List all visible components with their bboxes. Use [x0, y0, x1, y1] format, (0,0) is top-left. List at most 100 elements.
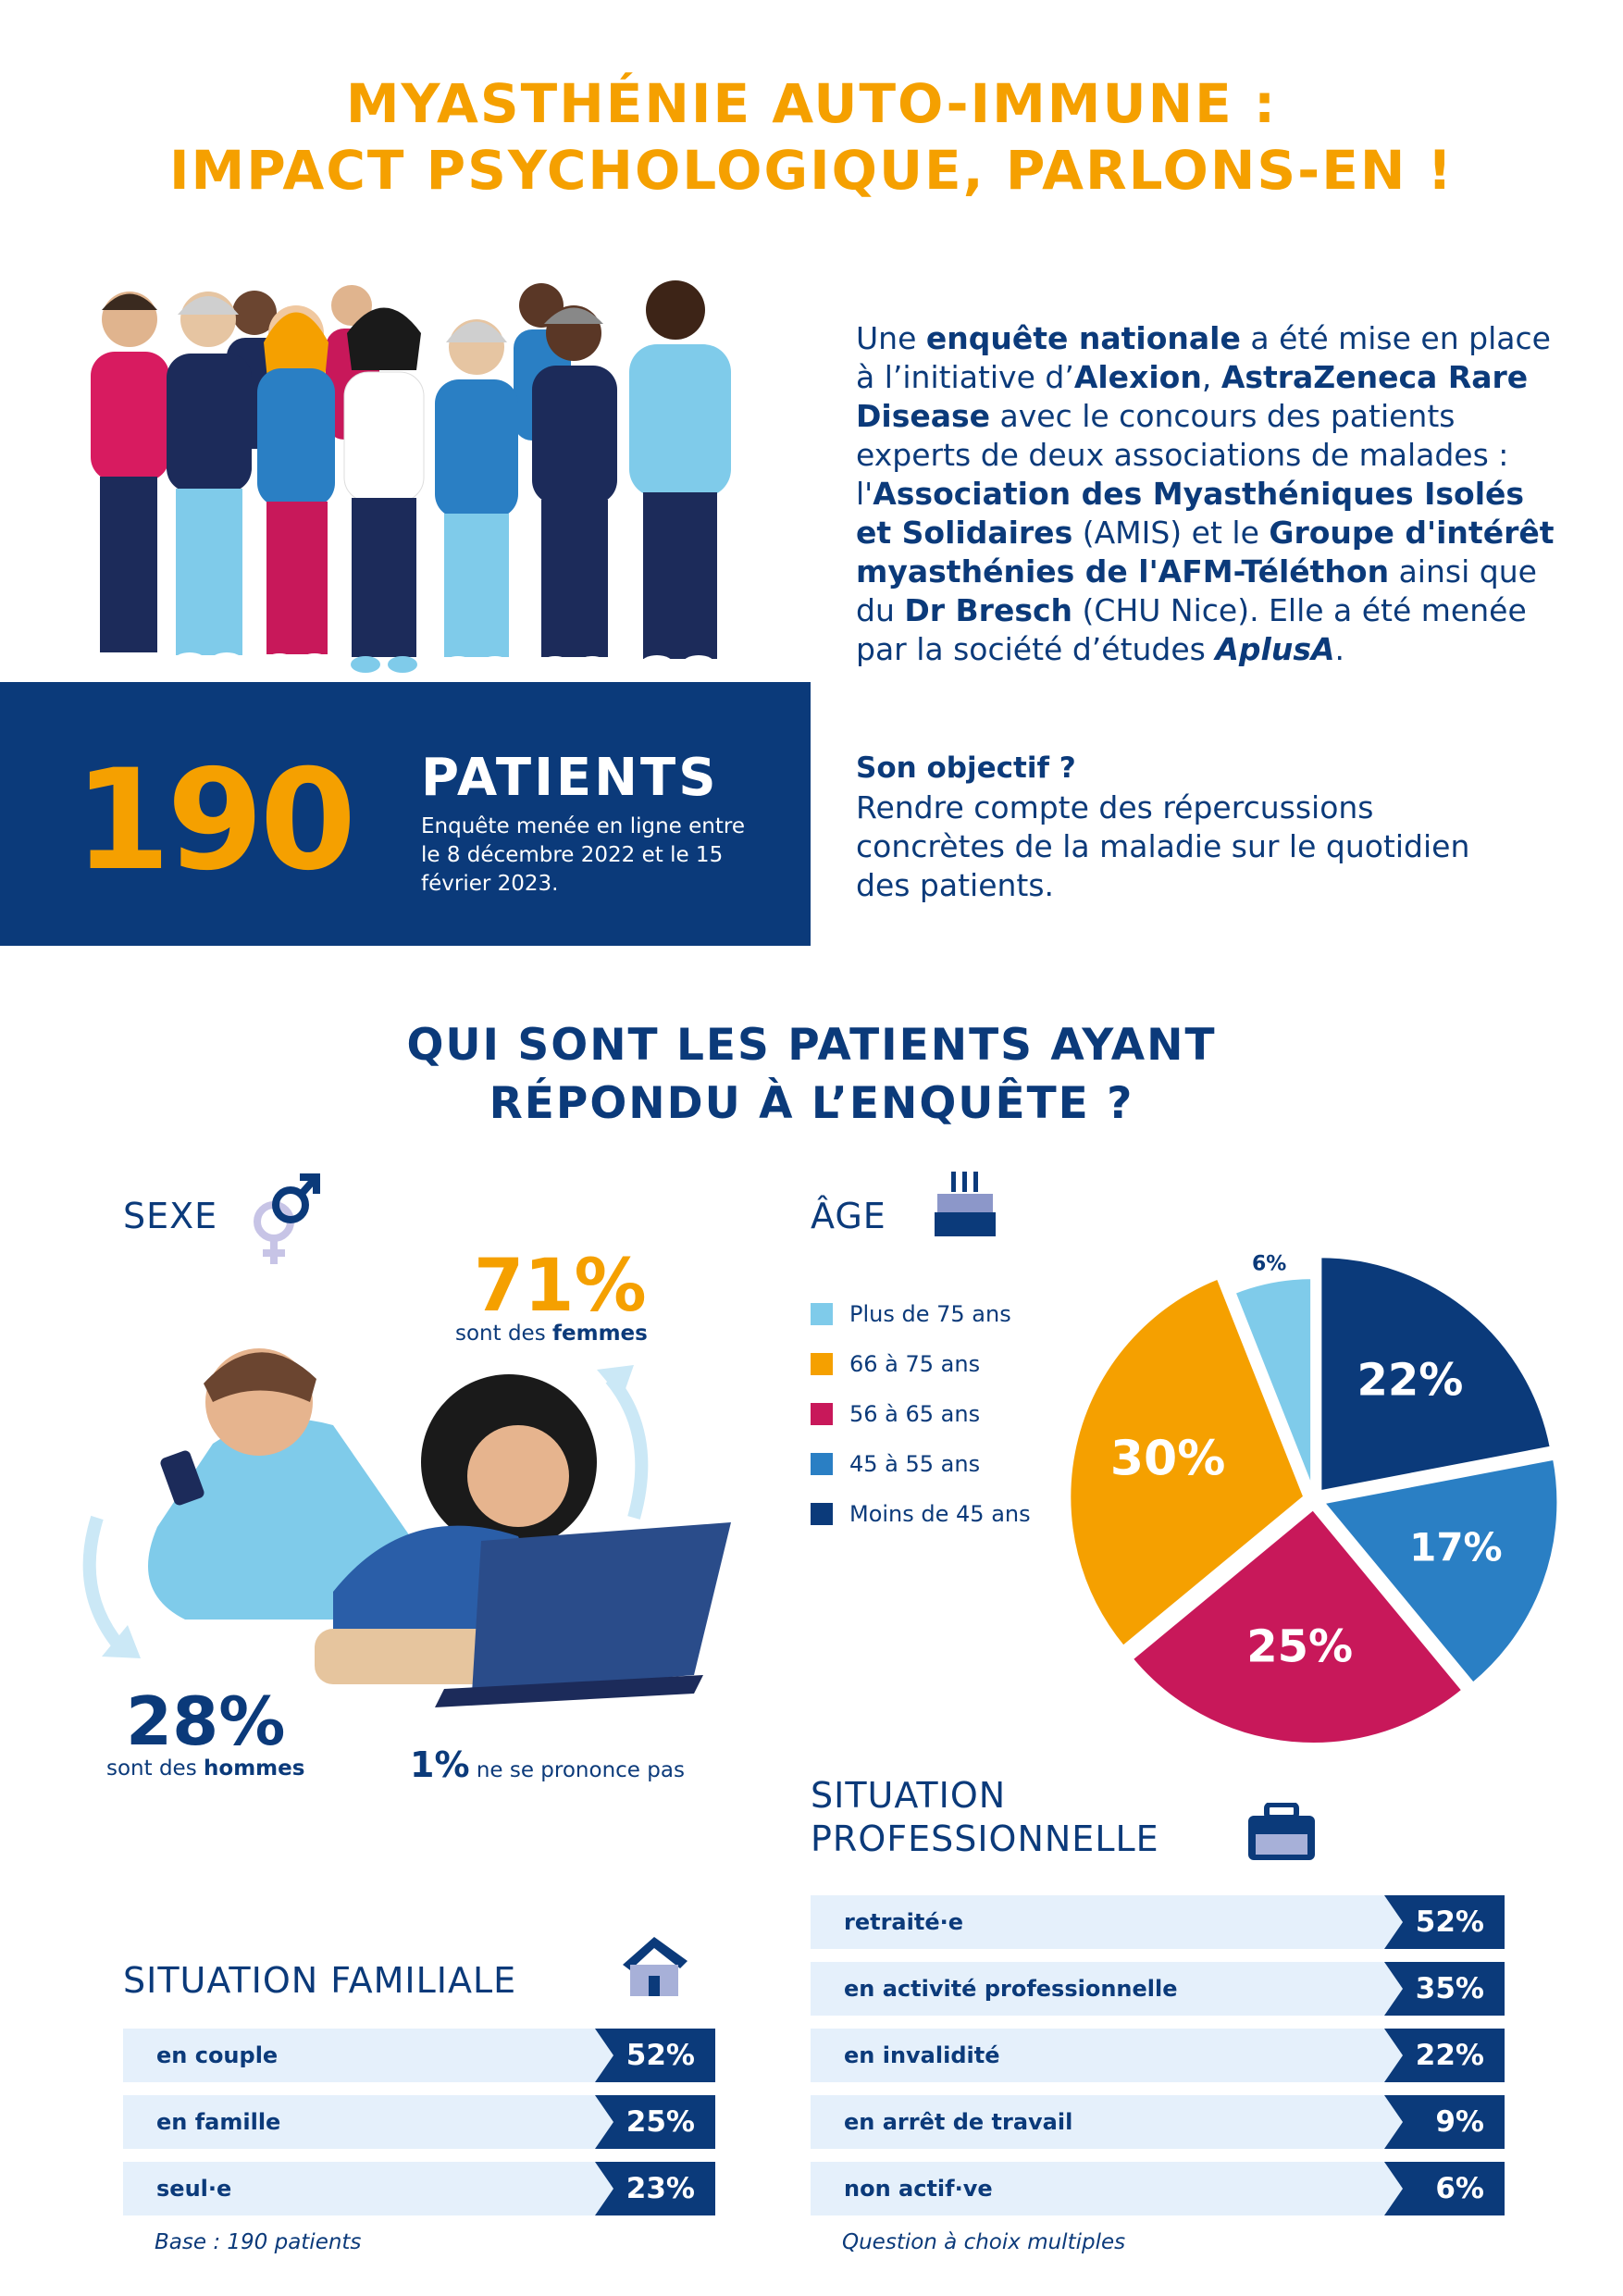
- pie-slice: [1231, 1275, 1315, 1491]
- couple-laptop-illustration: [82, 1348, 731, 1707]
- person-1: [91, 292, 169, 671]
- intro-segment: Association des Myasthéniques Isolés et …: [856, 476, 1525, 551]
- patients-count: 190: [74, 740, 356, 901]
- pie-label: 6%: [1252, 1253, 1286, 1276]
- main-title-line1: MYASTHÉNIE AUTO-IMMUNE :: [345, 72, 1278, 135]
- intro-segment: Alexion: [1073, 359, 1202, 395]
- legend-swatch: [811, 1353, 833, 1375]
- intro-segment: (CHU Nice). Elle a été menée par la soci…: [856, 592, 1527, 667]
- table-row: retraité·e 52%: [811, 1895, 1505, 1949]
- legend-swatch: [811, 1303, 833, 1325]
- patients-label: PATIENTS: [421, 748, 719, 808]
- intro-segment: avec le concours des patients experts de…: [856, 398, 1509, 512]
- legend-label: 56 à 65 ans: [849, 1401, 981, 1427]
- age-title: ÂGE: [811, 1196, 886, 1236]
- patients-banner: [0, 682, 811, 946]
- intro-paragraph: Une enquête nationale a été mise en plac…: [856, 319, 1559, 669]
- person-7: [629, 280, 731, 674]
- legend-swatch: [811, 1453, 833, 1475]
- birthday-cake-icon: [935, 1172, 996, 1236]
- section-title-line2: RÉPONDU À L’ENQUÊTE ?: [489, 1078, 1134, 1129]
- age-pie-chart: 22% 17% 25% 30% 6%: [1067, 1253, 1561, 1746]
- table-row: en arrêt de travail 9%: [811, 2095, 1505, 2149]
- table-row: en famille 25%: [123, 2095, 715, 2149]
- intro-segment: Groupe d'intérêt myasthénies de l'AFM-Té…: [856, 515, 1555, 590]
- person-3: [257, 305, 335, 670]
- pie-label: 30%: [1110, 1431, 1225, 1486]
- pie-slice: [1128, 1506, 1467, 1746]
- pie-slice: [1319, 1456, 1561, 1687]
- row-label: en couple: [123, 2029, 613, 2082]
- row-value: 52%: [595, 2029, 715, 2082]
- famille-title: SITUATION FAMILIALE: [123, 1960, 517, 2001]
- intro-segment: a été mise en place à l’initiative d’: [856, 320, 1551, 395]
- legend-item: Moins de 45 ans: [811, 1500, 1031, 1528]
- legend-item: 45 à 55 ans: [811, 1450, 980, 1478]
- objective-title: Son objectif ?: [856, 751, 1076, 785]
- pie-label: 17%: [1409, 1525, 1503, 1570]
- person-2: [167, 292, 252, 671]
- patients-group-illustration: [91, 280, 731, 674]
- table-row: en activité professionnelle 35%: [811, 1962, 1505, 2016]
- intro-segment: Dr Bresch: [904, 592, 1073, 628]
- pro-title-line2: PROFESSIONNELLE: [811, 1818, 1159, 1859]
- row-label: retraité·e: [811, 1895, 1403, 1949]
- intro-segment: enquête nationale: [925, 320, 1241, 356]
- row-value: 22%: [1384, 2029, 1505, 2082]
- legend-item: Plus de 75 ans: [811, 1300, 1011, 1328]
- women-caption: sont des femmes: [455, 1322, 648, 1346]
- legend-item: 66 à 75 ans: [811, 1350, 980, 1378]
- person-4: [343, 307, 425, 673]
- briefcase-icon: [1248, 1803, 1315, 1860]
- sexe-title: SEXE: [123, 1196, 218, 1236]
- legend-swatch: [811, 1403, 833, 1425]
- row-label: non actif·ve: [811, 2162, 1403, 2215]
- row-value: 23%: [595, 2162, 715, 2215]
- row-label: seul·e: [123, 2162, 613, 2215]
- pie-slice: [1318, 1254, 1555, 1495]
- table-row: en invalidité 22%: [811, 2029, 1505, 2082]
- main-title-line2: IMPACT PSYCHOLOGIQUE, PARLONS-EN !: [168, 139, 1455, 202]
- no-answer-caption: 1% ne se prononce pas: [410, 1744, 685, 1785]
- row-value: 25%: [595, 2095, 715, 2149]
- legend-label: 66 à 75 ans: [849, 1351, 981, 1377]
- intro-segment: (AMIS) et le: [1072, 515, 1270, 551]
- section-title-line1: QUI SONT LES PATIENTS AYANT: [406, 1020, 1217, 1071]
- women-percent: 71%: [474, 1245, 647, 1328]
- row-label: en famille: [123, 2095, 613, 2149]
- person-5: [435, 319, 518, 673]
- legend-label: Moins de 45 ans: [849, 1501, 1031, 1527]
- row-label: en arrêt de travail: [811, 2095, 1403, 2149]
- row-value: 6%: [1384, 2162, 1505, 2215]
- legend-label: Plus de 75 ans: [849, 1301, 1011, 1327]
- intro-segment: AplusA: [1215, 631, 1335, 667]
- men-percent: 28%: [126, 1682, 286, 1760]
- legend-label: 45 à 55 ans: [849, 1451, 981, 1477]
- objective-text: Rendre compte des répercussions concrète…: [856, 789, 1470, 903]
- intro-segment: AstraZeneca Rare Disease: [856, 359, 1529, 434]
- row-value: 52%: [1384, 1895, 1505, 1949]
- table-row: non actif·ve 6%: [811, 2162, 1505, 2215]
- men-caption: sont des hommes: [106, 1756, 305, 1781]
- famille-note: Base : 190 patients: [155, 2230, 362, 2254]
- pie-slice: [1067, 1274, 1307, 1650]
- pro-note: Question à choix multiples: [842, 2230, 1126, 2254]
- table-row: en couple 52%: [123, 2029, 715, 2082]
- intro-segment: ainsi que du: [856, 553, 1537, 628]
- legend-item: 56 à 65 ans: [811, 1400, 980, 1428]
- legend-swatch: [811, 1503, 833, 1525]
- row-value: 35%: [1384, 1962, 1505, 2016]
- row-label: en activité professionnelle: [811, 1962, 1403, 2016]
- table-row: seul·e 23%: [123, 2162, 715, 2215]
- row-value: 9%: [1384, 2095, 1505, 2149]
- intro-segment: Une: [856, 320, 926, 356]
- gender-icon: [254, 1173, 320, 1264]
- survey-dates: Enquête menée en ligne entre le 8 décemb…: [421, 814, 745, 896]
- intro-segment: ,: [1201, 359, 1221, 395]
- intro-segment: .: [1334, 631, 1345, 667]
- person-6: [532, 305, 617, 673]
- pie-label: 22%: [1357, 1354, 1463, 1406]
- pie-label: 25%: [1246, 1620, 1353, 1672]
- house-icon: [623, 1937, 688, 1996]
- row-label: en invalidité: [811, 2029, 1403, 2082]
